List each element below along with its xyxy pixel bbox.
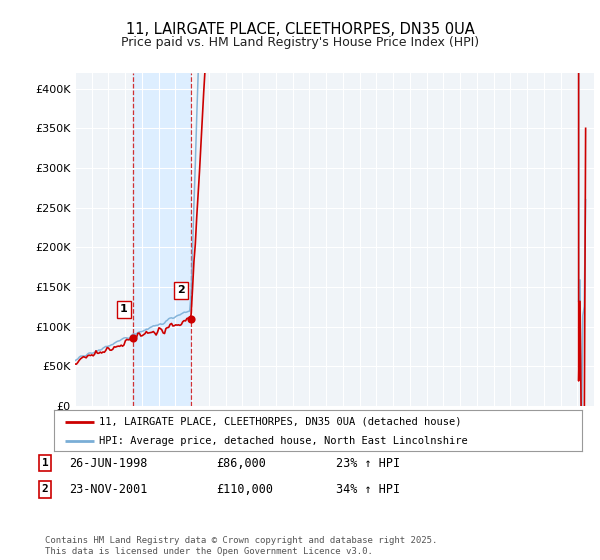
Text: Price paid vs. HM Land Registry's House Price Index (HPI): Price paid vs. HM Land Registry's House … <box>121 36 479 49</box>
Point <box>186 314 196 323</box>
Text: £86,000: £86,000 <box>216 456 266 470</box>
Bar <box>133 73 191 406</box>
Point <box>128 333 138 342</box>
Text: 2: 2 <box>177 286 185 295</box>
Text: £110,000: £110,000 <box>216 483 273 496</box>
Text: 23% ↑ HPI: 23% ↑ HPI <box>336 456 400 470</box>
Text: 23-NOV-2001: 23-NOV-2001 <box>69 483 148 496</box>
Text: Contains HM Land Registry data © Crown copyright and database right 2025.
This d: Contains HM Land Registry data © Crown c… <box>45 536 437 556</box>
Text: HPI: Average price, detached house, North East Lincolnshire: HPI: Average price, detached house, Nort… <box>99 436 467 446</box>
Text: 26-JUN-1998: 26-JUN-1998 <box>69 456 148 470</box>
Text: 11, LAIRGATE PLACE, CLEETHORPES, DN35 0UA (detached house): 11, LAIRGATE PLACE, CLEETHORPES, DN35 0U… <box>99 417 461 427</box>
Text: 1: 1 <box>120 305 128 314</box>
Text: 1: 1 <box>41 458 49 468</box>
Text: 34% ↑ HPI: 34% ↑ HPI <box>336 483 400 496</box>
Text: 2: 2 <box>41 484 49 494</box>
Text: 11, LAIRGATE PLACE, CLEETHORPES, DN35 0UA: 11, LAIRGATE PLACE, CLEETHORPES, DN35 0U… <box>125 22 475 38</box>
